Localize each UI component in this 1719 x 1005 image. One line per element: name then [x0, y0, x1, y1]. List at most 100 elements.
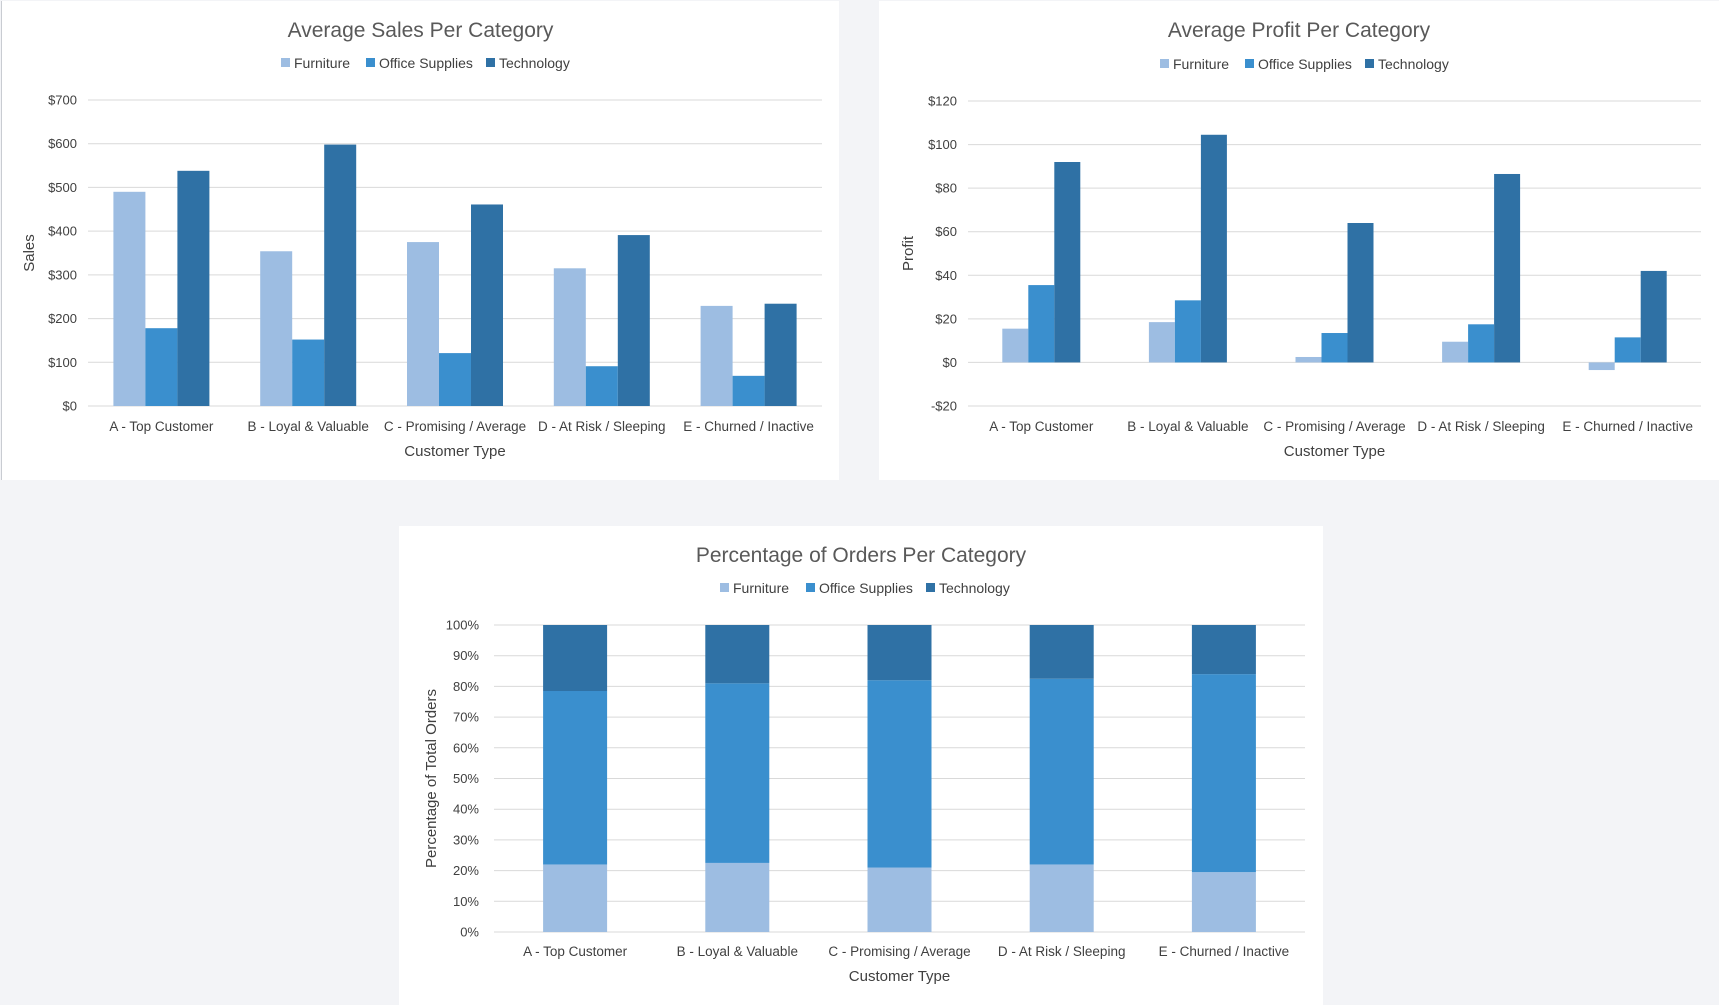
y-tick-label: 30%	[453, 832, 479, 847]
bar-technology	[543, 625, 608, 692]
bar-furniture	[705, 862, 770, 932]
y-tick-label: $0	[943, 355, 957, 370]
y-tick-label: 50%	[453, 771, 479, 786]
bar-technology	[1191, 625, 1256, 675]
x-axis-title: Customer Type	[404, 443, 505, 460]
legend-label: Office Supplies	[379, 55, 473, 71]
y-tick-label: 100%	[446, 618, 480, 633]
y-tick-label: $300	[48, 267, 77, 282]
bar-office-supplies	[543, 691, 608, 865]
bar-technology	[764, 303, 797, 406]
legend-swatch-technology	[486, 58, 495, 67]
legend-label: Technology	[499, 55, 570, 71]
bar-technology	[1029, 625, 1094, 679]
legend-swatch-technology	[1365, 59, 1374, 68]
bar-technology	[1200, 134, 1227, 363]
bar-office-supplies	[1321, 333, 1348, 363]
bar-office-supplies	[585, 366, 618, 406]
legend-swatch-technology	[926, 583, 935, 592]
legend-label: Furniture	[733, 580, 789, 596]
y-tick-label: $500	[48, 180, 77, 195]
x-category-label: D - At Risk / Sleeping	[1417, 419, 1545, 434]
y-tick-label: $80	[935, 181, 957, 196]
legend-label: Technology	[1378, 56, 1449, 72]
bar-office-supplies	[1614, 337, 1641, 363]
x-category-label: A - Top Customer	[523, 944, 628, 959]
sales-chart: Average Sales Per Category Furniture Offic…	[21, 19, 822, 460]
bar-furniture	[553, 268, 586, 406]
bar-office-supplies	[292, 339, 325, 406]
legend-swatch-furniture	[720, 583, 729, 592]
y-tick-label: -$20	[931, 399, 957, 414]
bar-technology	[1640, 270, 1667, 363]
y-tick-label: $700	[48, 93, 77, 108]
y-axis-title: Profit	[900, 235, 917, 271]
legend-swatch-office-supplies	[806, 583, 815, 592]
bar-furniture	[1442, 341, 1469, 363]
x-category-label: C - Promising / Average	[384, 419, 526, 434]
legend-swatch-furniture	[281, 58, 290, 67]
y-tick-label: 90%	[453, 648, 479, 663]
x-axis-title: Customer Type	[1284, 443, 1385, 460]
x-category-label: E - Churned / Inactive	[1159, 944, 1290, 959]
x-category-label: E - Churned / Inactive	[683, 419, 814, 434]
legend-label: Furniture	[1173, 56, 1229, 72]
bar-technology	[324, 144, 357, 407]
x-category-label: B - Loyal & Valuable	[248, 419, 369, 434]
bar-furniture	[1002, 328, 1029, 363]
x-category-label: B - Loyal & Valuable	[677, 944, 798, 959]
sales-chart-panel: Average Sales Per Category Furniture Offic…	[1, 1, 839, 480]
y-tick-label: 40%	[453, 802, 479, 817]
bar-technology	[471, 204, 503, 406]
bar-technology	[705, 625, 770, 684]
legend-swatch-office-supplies	[366, 58, 375, 67]
x-category-label: E - Churned / Inactive	[1562, 419, 1693, 434]
y-tick-label: $40	[935, 268, 957, 283]
y-tick-label: $20	[935, 311, 957, 326]
bar-furniture	[867, 867, 932, 932]
bar-technology	[1054, 162, 1081, 363]
bar-furniture	[1295, 356, 1322, 363]
bar-furniture	[260, 251, 293, 406]
chart-title: Average Sales Per Category	[288, 19, 554, 42]
y-tick-label: 20%	[453, 863, 479, 878]
y-tick-label: $400	[48, 224, 77, 239]
bar-office-supplies	[145, 328, 178, 406]
bar-technology	[177, 170, 210, 406]
y-tick-label: $100	[48, 355, 77, 370]
bar-furniture	[1148, 322, 1175, 363]
bar-furniture	[543, 864, 608, 932]
x-category-label: D - At Risk / Sleeping	[998, 944, 1126, 959]
bar-furniture	[1029, 864, 1094, 932]
y-axis-title: Percentage of Total Orders	[423, 689, 440, 868]
orders-chart-panel: Percentage of Orders Per Category Furnitu…	[399, 526, 1323, 1005]
bar-furniture	[407, 242, 439, 406]
y-axis-title: Sales	[21, 234, 38, 272]
legend-label: Furniture	[294, 55, 350, 71]
y-tick-label: $60	[935, 224, 957, 239]
bar-office-supplies	[705, 683, 770, 863]
profit-chart-panel: Average Profit Per Category Furniture Offi…	[879, 1, 1719, 480]
orders-chart: Percentage of Orders Per Category Furnitu…	[423, 544, 1305, 985]
bar-office-supplies	[732, 375, 765, 406]
y-tick-label: 60%	[453, 740, 479, 755]
bar-technology	[867, 625, 932, 681]
x-category-label: A - Top Customer	[109, 419, 214, 434]
x-category-label: B - Loyal & Valuable	[1127, 419, 1248, 434]
bar-office-supplies	[867, 680, 932, 868]
bar-technology	[617, 235, 650, 406]
bar-office-supplies	[1468, 324, 1495, 363]
y-tick-label: 70%	[453, 710, 479, 725]
bar-office-supplies	[1028, 285, 1055, 363]
y-tick-label: $120	[928, 94, 957, 109]
chart-title: Average Profit Per Category	[1168, 19, 1431, 42]
y-tick-label: $100	[928, 137, 957, 152]
legend-label: Office Supplies	[819, 580, 913, 596]
profit-chart: Average Profit Per Category Furniture Offi…	[900, 19, 1701, 460]
x-axis-title: Customer Type	[849, 968, 950, 985]
bar-furniture	[113, 191, 146, 406]
y-tick-label: $600	[48, 136, 77, 151]
bar-technology	[1494, 173, 1521, 363]
bar-furniture	[1191, 872, 1256, 932]
bar-office-supplies	[439, 353, 471, 406]
